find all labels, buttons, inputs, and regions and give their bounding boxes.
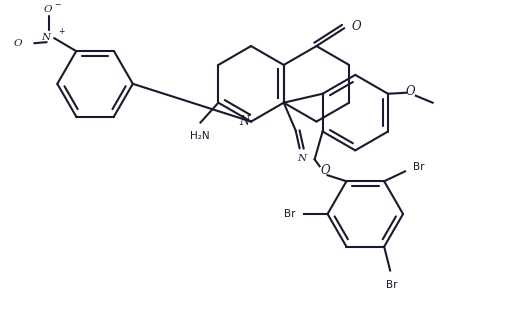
Text: Br: Br [284,209,296,219]
Text: N: N [41,33,50,42]
Text: −: − [54,0,61,9]
Text: O: O [14,39,23,48]
Text: Br: Br [386,280,398,290]
Text: N: N [297,154,306,163]
Text: +: + [59,27,65,36]
Text: O: O [406,85,415,98]
Text: Br: Br [413,162,424,172]
Text: O: O [351,20,361,33]
Text: N: N [239,115,249,128]
Text: O: O [43,5,52,14]
Text: O: O [321,164,330,177]
Text: H₂N: H₂N [190,130,209,141]
